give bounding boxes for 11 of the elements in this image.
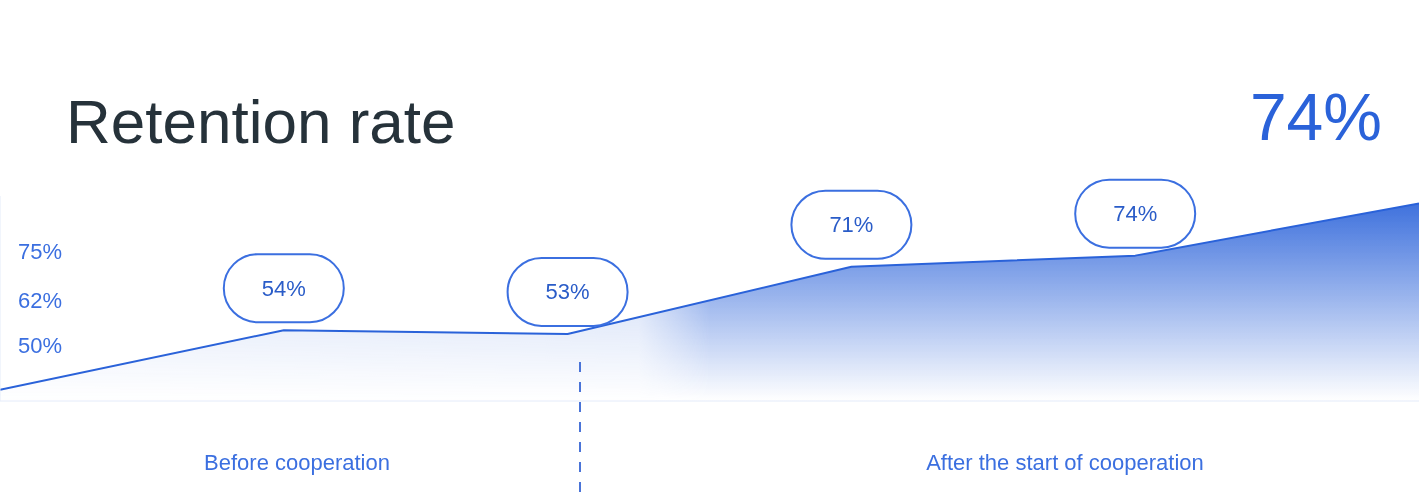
y-tick-label: 75%	[17, 239, 63, 265]
data-label: 54%	[261, 275, 306, 301]
text: 74%	[1249, 80, 1382, 154]
data-label: 71%	[829, 212, 874, 238]
chart-title: Retention rate	[66, 87, 456, 156]
data-label: 74%	[1113, 201, 1158, 227]
y-tick-label: 50%	[17, 332, 63, 358]
data-label: 53%	[545, 279, 590, 305]
y-tick-label: 62%	[17, 287, 63, 313]
text: After the start of cooperation	[926, 450, 1204, 475]
text: Before cooperation	[204, 450, 390, 475]
